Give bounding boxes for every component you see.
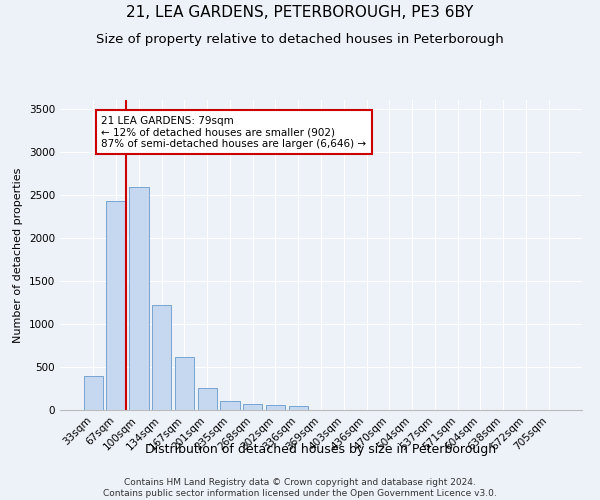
Bar [129,187,149,410]
Bar [175,356,194,410]
Bar [289,406,308,410]
Bar [220,400,239,410]
Text: 21, LEA GARDENS, PETERBOROUGH, PE3 6BY: 21, LEA GARDENS, PETERBOROUGH, PE3 6BY [127,5,473,20]
Bar [266,406,285,410]
Text: Size of property relative to detached houses in Peterborough: Size of property relative to detached ho… [96,32,504,46]
Bar [152,305,172,410]
Text: Contains HM Land Registry data © Crown copyright and database right 2024.
Contai: Contains HM Land Registry data © Crown c… [103,478,497,498]
Text: 21 LEA GARDENS: 79sqm
← 12% of detached houses are smaller (902)
87% of semi-det: 21 LEA GARDENS: 79sqm ← 12% of detached … [101,116,367,148]
Bar [84,376,103,410]
Bar [106,200,126,410]
Bar [197,388,217,410]
Y-axis label: Number of detached properties: Number of detached properties [13,168,23,342]
Text: Distribution of detached houses by size in Peterborough: Distribution of detached houses by size … [145,442,497,456]
Bar [243,404,262,410]
